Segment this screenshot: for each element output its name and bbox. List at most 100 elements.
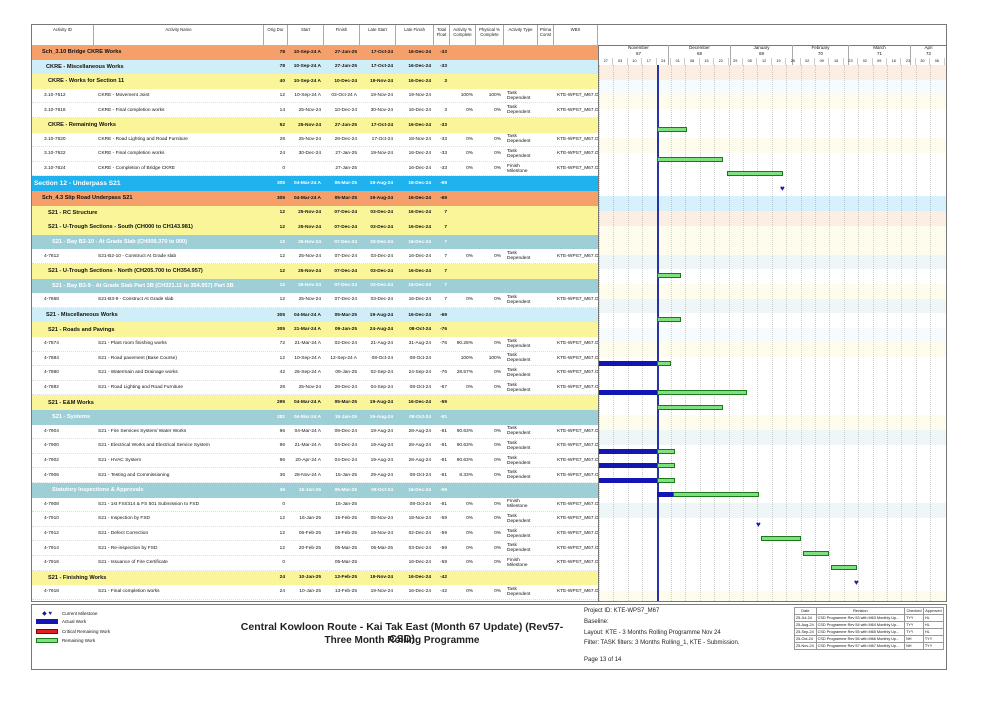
- activity-pc: 0%: [494, 458, 501, 464]
- activity-ls: 02-Sep-24: [370, 370, 393, 376]
- legend-label: Current Milestone: [62, 611, 98, 616]
- week-gridline: [771, 65, 773, 601]
- column-header-cell: Orig Dur: [264, 25, 288, 45]
- wbs-group-row: CKRE - Remaining Works 52 25-Nov-24 27-Jan-…: [32, 118, 598, 133]
- week-gridline: [685, 65, 687, 601]
- activity-dur: 12: [279, 516, 285, 522]
- activity-row: 4-7906 S21 - Testing and Commissioning 36 2…: [32, 468, 598, 483]
- wbs-finish: 27-Jan-25: [334, 122, 357, 128]
- wbs-dur: 305: [276, 195, 285, 201]
- activity-id: 3.10-7622: [44, 151, 66, 157]
- activity-start: 25-Nov-24: [298, 253, 321, 259]
- activity-ac: 28.57%: [456, 370, 473, 376]
- wbs-lf: 16-Dec-24: [408, 575, 431, 581]
- wbs-ls: 19-Aug-24: [369, 400, 393, 406]
- activity-ac: 0%: [466, 385, 473, 391]
- wbs-lf: 16-Dec-24: [408, 78, 431, 84]
- activity-id: 4-7884: [44, 355, 59, 361]
- activity-id: 4-7916: [44, 560, 59, 566]
- activity-id: 4-7880: [44, 370, 59, 376]
- activity-wbs: KTE-WPS7_M67.O: [557, 385, 598, 391]
- activity-row: 4-7908 S21 - 1st FSI/314 & FS 501 Submiss…: [32, 498, 598, 513]
- activity-finish: 09-Dec-24: [334, 428, 357, 434]
- wbs-start: 04-Mar-24 A: [293, 312, 321, 318]
- wbs-tf: -33: [440, 122, 447, 128]
- activity-id: 3.10-7620: [44, 136, 66, 142]
- activity-dur: 96: [279, 443, 285, 449]
- activity-row: 4-7812 S21-B2-10 - Construct At Grade sla…: [32, 249, 598, 264]
- activity-start: 25-Nov-24: [298, 136, 321, 142]
- timeline-week: 23: [901, 58, 916, 65]
- wbs-group-row: CKRE - Works for Section 11 40 10-Sep-24 A…: [32, 74, 598, 89]
- activity-tf: -59: [440, 560, 447, 566]
- column-header-cell: Prima Const: [538, 25, 554, 45]
- wbs-name: S21 - U-Trough Sections - North (CH205.7…: [48, 268, 203, 275]
- week-gridline: [829, 65, 831, 601]
- wbs-finish: 27-Jan-25: [334, 49, 357, 55]
- timeline-week: 02: [858, 58, 873, 65]
- wbs-lf: 16-Dec-24: [408, 64, 431, 70]
- wbs-lf: 16-Dec-24: [408, 400, 431, 406]
- activity-type: Task Dependent: [507, 426, 531, 437]
- gantt-row-band: [599, 94, 946, 109]
- actual-work-bar: [657, 492, 673, 498]
- month-number: 68: [696, 51, 702, 56]
- timeline-week: 09: [815, 58, 830, 65]
- wbs-finish: 07-Dec-24: [334, 239, 357, 245]
- revision-cell: CSD Programme Rev 55 with M65 Monthly Up…: [815, 628, 906, 636]
- activity-id: 3.10-7616: [44, 107, 66, 113]
- remaining-work-bar: [761, 536, 801, 542]
- gantt-row-band: [599, 196, 946, 211]
- activity-finish: 07-Dec-24: [334, 253, 357, 259]
- wbs-group-row: Sch_4.3 Slip Road Underpass S21 305 04-Mar…: [32, 191, 598, 206]
- wbs-tf: -69: [440, 195, 447, 201]
- wbs-dur: 12: [279, 224, 285, 230]
- remaining-work-bar: [657, 404, 723, 410]
- revision-cell: TYY: [922, 642, 945, 650]
- revision-cell: 25-Jul-24: [794, 614, 817, 622]
- activity-start: 10-Sep-24 A: [294, 93, 321, 99]
- remaining-work-bar: [657, 390, 747, 396]
- gantt-row-band: [599, 298, 946, 314]
- legend-current-milestone: ◆ ♥ Current Milestone: [36, 610, 98, 617]
- activity-ls: [360, 556, 396, 570]
- revision-table: Date Revision Checked Approved 25-Jul-24 CSD …: [794, 607, 945, 650]
- activity-type: Task Dependent: [507, 470, 531, 481]
- activity-tf: [434, 352, 450, 366]
- wbs-name: CKRE - Miscellaneous Works: [46, 63, 124, 70]
- wbs-group-row: S21 - Bay B3-9 - At Grade Slab Part 3B (…: [32, 278, 598, 294]
- actual-work-swatch: [36, 619, 58, 624]
- wbs-ls: 19-Nov-24: [370, 575, 393, 581]
- wbs-finish: 05-Mar-25: [334, 487, 357, 493]
- wbs-name: CKRE - Works for Section 11: [48, 78, 125, 85]
- activity-id: 4-7906: [44, 472, 59, 478]
- column-header-cell: WBS: [554, 25, 598, 45]
- activity-name: S21 - Road pavement (Base Course): [98, 355, 177, 361]
- wbs-ls: 17-Oct-24: [371, 122, 393, 128]
- wbs-tf: -69: [440, 312, 447, 318]
- activity-ls: 30-Nov-24: [370, 107, 393, 113]
- week-gridline: [613, 65, 615, 601]
- wbs-ls: 19-Aug-24: [369, 181, 393, 187]
- activity-ac: 0%: [466, 166, 473, 172]
- activity-pc: 0%: [494, 589, 501, 595]
- week-gridline: [843, 65, 845, 601]
- activity-start: 25-Nov-24: [298, 107, 321, 113]
- activity-name: S21 - Issuance of Fire Certificate: [98, 560, 168, 566]
- actual-work-bar: [599, 463, 657, 469]
- activity-name: S21 - Re-inspection by FSD: [98, 545, 158, 551]
- activity-id: 4-7812: [44, 253, 59, 259]
- activity-name: CKRE - Road Lighting and Road Furniture: [98, 136, 188, 142]
- activity-pc: 0%: [494, 253, 501, 259]
- activity-dur: 72: [279, 341, 285, 347]
- wbs-lf: 16-Dec-24: [408, 210, 431, 216]
- activity-dur: 24: [279, 151, 285, 157]
- activity-ac: 90.63%: [456, 428, 473, 434]
- month-name: November: [628, 45, 649, 50]
- activity-name: S21 - Defect Correction: [98, 531, 149, 537]
- week-gridline: [757, 65, 759, 601]
- activity-row: 4-7900 S21 - Electrical Works and Electri…: [32, 439, 598, 454]
- wbs-name: CKRE - Remaining Works: [48, 122, 116, 129]
- activity-start: [288, 498, 324, 512]
- wbs-group-row: Statutory Inspections & Approvals 36 15-Ja…: [32, 483, 598, 498]
